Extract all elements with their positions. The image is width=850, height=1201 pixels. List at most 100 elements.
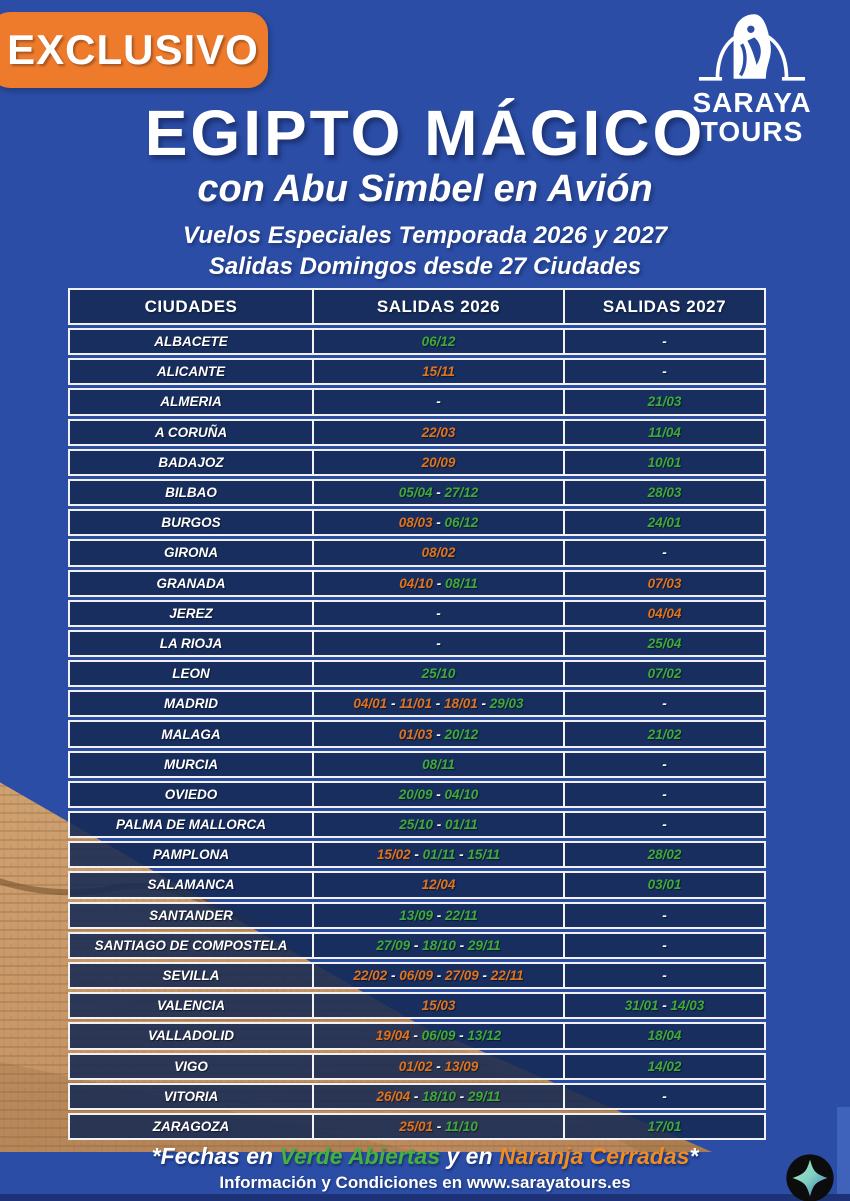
departure-date: 26/04: [376, 1088, 411, 1104]
date-separator: -: [455, 1088, 468, 1104]
departure-date: 29/03: [489, 696, 524, 712]
salidas-2027-cell: 21/03: [563, 390, 764, 414]
departure-date: 18/01: [443, 696, 478, 712]
departure-date: 11/01: [399, 696, 432, 712]
departure-date: 01/02: [398, 1058, 433, 1074]
table-row: VALLADOLID 19/04 - 06/09 - 13/12 18/04: [68, 1022, 766, 1050]
date-separator: -: [433, 907, 445, 923]
departure-date: 03/01: [647, 877, 682, 893]
date-separator: -: [410, 847, 423, 863]
salidas-2026-cell: 25/10 - 01/11: [312, 813, 563, 837]
departure-date: 31/01: [624, 998, 659, 1014]
city-cell: PAMPLONA: [152, 847, 230, 863]
footer-note-segment: Verde Abiertas: [279, 1142, 441, 1169]
city-cell: VALENCIA: [156, 998, 225, 1014]
footer-note-segment: y en: [440, 1142, 499, 1169]
no-departure-dash: -: [662, 937, 667, 953]
table-row: LEON 25/10 07/02: [68, 660, 766, 688]
salidas-2026-cell: 15/03: [312, 994, 563, 1018]
no-departure-dash: -: [662, 1088, 667, 1104]
city-cell: BURGOS: [161, 515, 221, 531]
saraya-logo: SARAYA TOURS: [672, 12, 832, 147]
salidas-2026-cell: 05/04 - 27/12: [312, 480, 563, 505]
table-body: ALBACETE 06/12 - ALICANTE 15/11 - ALMERI…: [68, 328, 766, 1141]
departure-date: 29/11: [467, 1088, 501, 1104]
city-cell: ALICANTE: [156, 364, 226, 380]
departure-date: 15/02: [376, 847, 411, 863]
table-row: MALAGA 01/03 - 20/12 21/02: [68, 720, 766, 748]
city-cell: VALLADOLID: [148, 1028, 234, 1044]
departure-date: 04/01: [353, 696, 388, 712]
table-row: VALENCIA 15/03 31/01 - 14/03: [68, 992, 766, 1020]
city-cell: GIRONA: [164, 545, 218, 561]
no-departure-dash: -: [436, 635, 441, 651]
salidas-2026-cell: 08/11: [312, 752, 563, 776]
departure-date: 08/03: [398, 515, 433, 531]
no-departure-dash: -: [436, 605, 441, 621]
footer-note: *Fechas en Verde Abiertas y en Naranja C…: [0, 1142, 850, 1169]
salidas-2026-cell: 25/10: [312, 662, 563, 686]
departure-date: 01/03: [398, 726, 433, 742]
salidas-2026-cell: 04/10 - 08/11: [312, 571, 563, 595]
no-departure-dash: -: [662, 545, 667, 561]
no-departure-dash: -: [662, 786, 667, 802]
salidas-2026-cell: 25/01 - 11/10: [312, 1114, 563, 1139]
salidas-2027-cell: -: [563, 813, 764, 837]
city-cell: MADRID: [164, 696, 218, 712]
salidas-2026-cell: -: [312, 631, 563, 656]
departure-date: 04/10: [399, 575, 433, 591]
salidas-2026-cell: 08/02: [312, 541, 563, 565]
date-separator: -: [410, 937, 423, 953]
salidas-2027-cell: 07/02: [563, 662, 764, 686]
city-cell: LEON: [172, 666, 210, 682]
no-departure-dash: -: [662, 756, 667, 772]
departure-date: 04/10: [444, 786, 479, 802]
table-row: PAMPLONA 15/02 - 01/11 - 15/11 28/02: [68, 841, 766, 869]
sparkle-star-icon: [786, 1154, 834, 1201]
salidas-2026-cell: -: [312, 601, 563, 625]
departure-date: 12/04: [421, 877, 456, 893]
salidas-2026-cell: 15/02 - 01/11 - 15/11: [312, 843, 563, 867]
table-header-row: CIUDADES SALIDAS 2026 SALIDAS 2027: [68, 288, 766, 325]
departure-date: 07/02: [647, 666, 682, 682]
departure-date: 22/11: [490, 968, 524, 984]
departure-date: 25/04: [647, 635, 682, 651]
departure-date: 28/03: [647, 485, 682, 501]
no-departure-dash: -: [662, 907, 667, 923]
salidas-2027-cell: -: [563, 541, 764, 565]
date-separator: -: [432, 786, 445, 802]
departure-date: 15/11: [467, 847, 501, 863]
salidas-2027-cell: -: [563, 782, 764, 806]
salidas-2027-cell: 14/02: [563, 1054, 764, 1078]
departure-date: 25/10: [421, 666, 456, 682]
footer-note-segment: *Fechas en: [151, 1142, 280, 1169]
table-row: ZARAGOZA 25/01 - 11/10 17/01: [68, 1112, 766, 1141]
footer: *Fechas en Verde Abiertas y en Naranja C…: [0, 1142, 850, 1193]
departure-date: 13/12: [467, 1028, 502, 1044]
table-row: ALICANTE 15/11 -: [68, 358, 766, 386]
city-cell: ZARAGOZA: [152, 1118, 230, 1134]
footer-info: Información y Condiciones en www.sarayat…: [219, 1173, 631, 1192]
exclusivo-badge: EXCLUSIVO: [0, 12, 268, 88]
departure-date: 18/10: [422, 1088, 456, 1104]
departure-date: 18/04: [647, 1028, 682, 1044]
date-separator: -: [433, 968, 445, 984]
city-cell: A CORUÑA: [154, 424, 228, 440]
no-departure-dash: -: [662, 364, 667, 380]
salidas-2027-cell: -: [563, 1084, 764, 1108]
departure-date: 01/11: [422, 847, 456, 863]
falcon-arch-icon: [699, 14, 805, 81]
city-cell: SALAMANCA: [147, 877, 235, 893]
date-separator: -: [432, 1058, 445, 1074]
departure-date: 27/09: [376, 937, 411, 953]
date-separator: -: [387, 696, 400, 712]
departure-date: 25/01: [399, 1118, 433, 1134]
salidas-2026-cell: 15/11: [312, 360, 563, 384]
departure-date: 25/10: [399, 817, 433, 833]
table-row: VITORIA 26/04 - 18/10 - 29/11 -: [68, 1082, 766, 1110]
salidas-2027-cell: -: [563, 903, 764, 927]
city-cell: PALMA DE MALLORCA: [116, 817, 266, 833]
city-cell: BADAJOZ: [158, 454, 224, 470]
salidas-2027-cell: -: [563, 933, 764, 957]
